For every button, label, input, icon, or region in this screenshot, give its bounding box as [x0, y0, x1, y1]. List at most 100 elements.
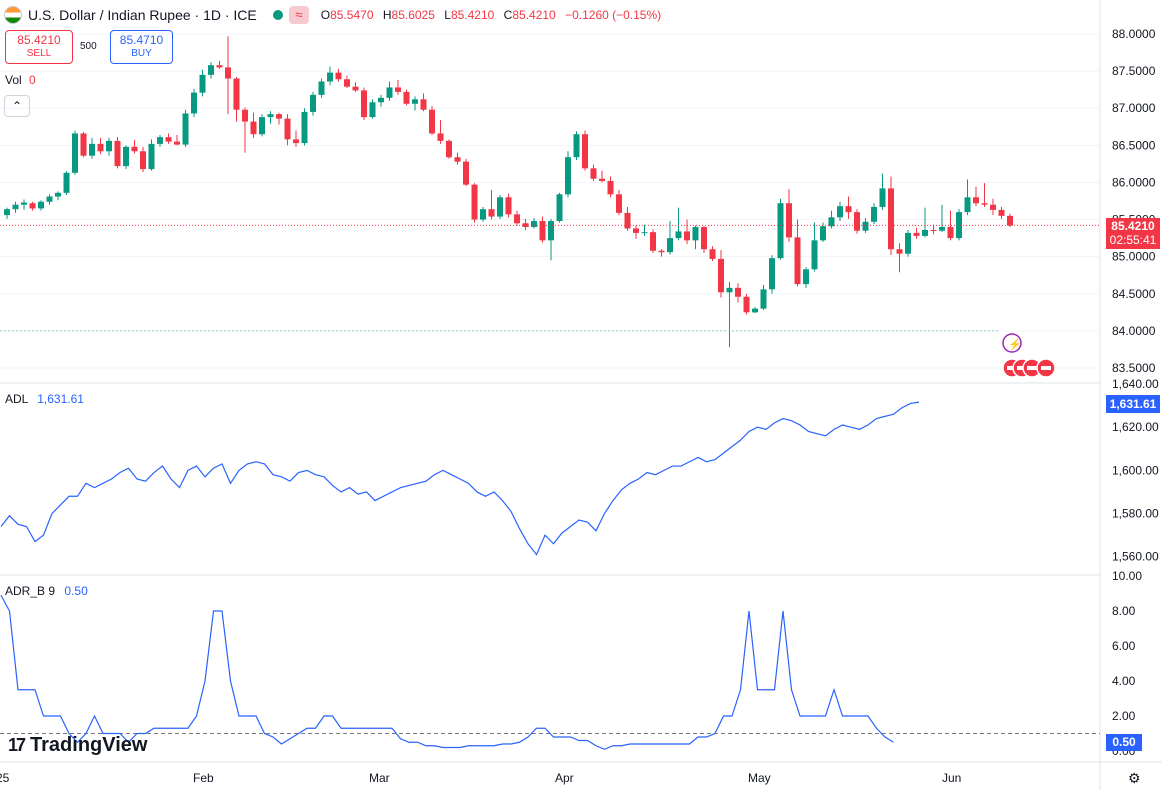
adr-tick-label: 2.00 [1112, 709, 1136, 723]
candle-up [811, 240, 818, 270]
candle-up [182, 113, 189, 145]
candle-down [998, 209, 1005, 216]
volume-legend[interactable]: Vol 0 [5, 73, 36, 87]
candle-up [327, 72, 333, 82]
candle-down [131, 146, 138, 152]
price-tick-label: 87.0000 [1112, 101, 1156, 115]
adl-tick-label: 1,560.00 [1112, 550, 1159, 564]
candle-up [55, 192, 61, 197]
candle-down [284, 118, 291, 140]
adl-tick-label: 1,580.00 [1112, 507, 1159, 521]
candle-up [497, 197, 503, 217]
candle-down [488, 209, 495, 217]
candle-down [140, 151, 146, 170]
sell-button[interactable]: 85.4210 SELL [5, 30, 73, 64]
adr-value: 0.50 [64, 584, 88, 598]
candle-down [250, 121, 257, 135]
candle-down [395, 87, 401, 92]
adr-tick-label: 10.00 [1112, 569, 1142, 583]
candle-down [1007, 215, 1013, 226]
lightning-icon: ⚡ [1008, 338, 1022, 351]
dividend-event-icon [1002, 333, 1022, 353]
candle-up [862, 221, 869, 231]
candle-down [896, 249, 903, 254]
adr-tick-label: 4.00 [1112, 674, 1136, 688]
candle-down [981, 203, 988, 205]
chart-header: U.S. Dollar / Indian Rupee · 1D · ICE ≈ … [0, 0, 667, 30]
candle-down [352, 86, 359, 91]
adr-tick-label: 8.00 [1112, 604, 1136, 618]
symbol-title[interactable]: U.S. Dollar / Indian Rupee · 1D · ICE [28, 7, 257, 23]
candle-down [216, 65, 223, 68]
candle-down [233, 78, 240, 110]
time-tick-label: Apr [555, 771, 574, 785]
adr-badge: 0.50 [1106, 734, 1142, 751]
candle-up [752, 308, 758, 313]
candle-up [386, 87, 393, 98]
candle-down [913, 232, 920, 236]
candle-up [4, 209, 10, 216]
candle-down [344, 79, 350, 87]
candle-up [939, 226, 945, 231]
candle-up [871, 206, 877, 222]
tradingview-logo[interactable]: 17 TradingView [8, 734, 147, 757]
flag-stripe [1027, 366, 1037, 370]
candle-down [743, 296, 750, 313]
india-flag-icon [4, 6, 22, 24]
adl-tick-label: 1,640.00 [1112, 377, 1159, 391]
candle-down [854, 212, 860, 231]
candle-down [335, 72, 342, 80]
candle-up [531, 221, 537, 227]
candle-down [97, 143, 104, 152]
last-price-value: 85.4210 [1111, 219, 1155, 233]
candle-up [412, 99, 418, 104]
chevron-up-icon[interactable]: ⌃ [4, 95, 30, 117]
adr-legend[interactable]: ADR_B 9 0.50 [5, 584, 88, 598]
candle-down [80, 133, 87, 156]
candle-up [777, 203, 784, 259]
candle-up [123, 146, 129, 167]
ohlc-values: O85.5470 H85.6025 L85.4210 C85.4210 −0.1… [320, 8, 662, 22]
candle-up [667, 238, 673, 253]
candle-down [420, 99, 427, 110]
candle-up [760, 289, 767, 309]
time-tick-label: May [748, 771, 771, 785]
candle-down [684, 231, 690, 241]
wave-icon[interactable]: ≈ [288, 6, 309, 24]
candle-down [276, 114, 282, 119]
flag-stripe [1007, 366, 1017, 370]
price-tick-label: 85.0000 [1112, 250, 1156, 264]
candle-up [12, 204, 19, 210]
candle-down [361, 90, 367, 118]
buy-price: 85.4710 [119, 33, 164, 47]
market-status-icon[interactable] [272, 10, 283, 20]
candle-up [675, 231, 682, 239]
candle-up [837, 206, 843, 218]
adr-tick-label: 6.00 [1112, 639, 1136, 653]
candle-up [828, 217, 835, 227]
candle-up [565, 157, 571, 195]
candle-down [599, 178, 605, 181]
candle-up [63, 172, 70, 193]
candle-up [378, 97, 384, 103]
price-tick-label: 84.5000 [1112, 287, 1156, 301]
adl-badge: 1,631.61 [1106, 395, 1160, 413]
candle-up [106, 140, 112, 152]
candle-up [879, 188, 886, 207]
candle-up [267, 114, 274, 118]
gear-icon[interactable]: ⚙ [1128, 770, 1141, 786]
candle-up [922, 229, 928, 236]
adr-series-line [0, 594, 894, 750]
candle-up [692, 226, 699, 241]
buy-button[interactable]: 85.4710 BUY [110, 30, 173, 64]
buy-label: BUY [131, 48, 152, 59]
adl-legend[interactable]: ADL 1,631.61 [5, 392, 84, 406]
adr-label: ADR_B [5, 584, 46, 598]
candle-up [259, 117, 265, 135]
price-tick-label: 86.5000 [1112, 138, 1156, 152]
flag-stripe [1017, 366, 1027, 370]
tradingview-mark-icon: 17 [8, 735, 26, 755]
candle-up [46, 196, 53, 202]
candle-up [803, 269, 809, 285]
